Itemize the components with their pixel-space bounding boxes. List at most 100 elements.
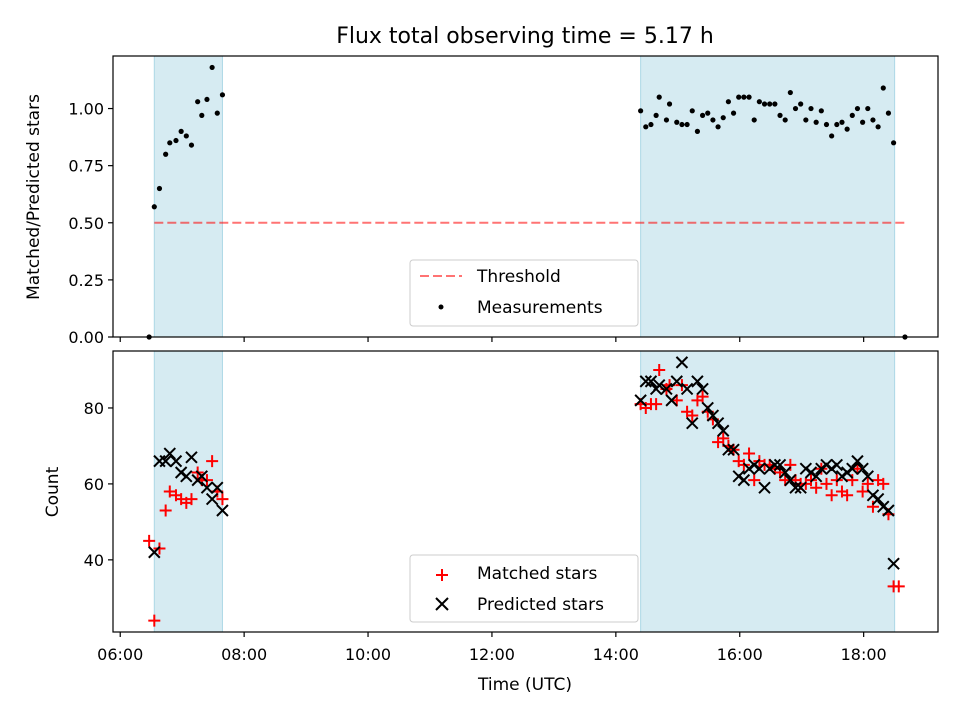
bottom-legend: Matched stars Predicted stars	[409, 554, 639, 623]
top-ytick-label-0: 0.00	[68, 328, 104, 347]
bottom-legend-box	[409, 554, 639, 623]
measurement-point-5	[173, 137, 179, 144]
predicted-star-point-58	[861, 470, 874, 483]
predicted-star-point-14	[634, 394, 647, 407]
predicted-star-point-34	[737, 473, 751, 487]
measurement-point-21	[666, 101, 673, 107]
predicted-star-point-37	[753, 462, 766, 475]
bottom-xtick-label-0: 06:00	[97, 645, 143, 664]
matched-star-point-37	[748, 474, 761, 487]
measurement-point-31	[720, 115, 726, 121]
top-legend-box	[409, 259, 639, 327]
measurement-point-22	[674, 119, 680, 125]
legend-matched-label: Matched stars	[477, 564, 597, 584]
bottom-xtick-label-6: 18:00	[841, 645, 887, 664]
predicted-star-point-23	[680, 382, 694, 396]
matched-star-point-18	[650, 398, 663, 411]
matched-star-point-27	[696, 390, 709, 403]
predicted-star-point-19	[660, 382, 673, 396]
matched-star-point-8	[185, 493, 198, 506]
predicted-star-point-43	[784, 473, 797, 487]
matched-star-point-62	[877, 477, 890, 490]
predicted-star-point-6	[180, 470, 193, 483]
predicted-star-point-24	[686, 416, 699, 430]
predicted-star-point-12	[211, 481, 224, 494]
bottom-xtick-label-5: 16:00	[717, 645, 763, 664]
top-y-axis: 0.00 0.25 0.50 0.75 1.00	[68, 100, 113, 347]
measurement-point-11	[204, 96, 210, 103]
predicted-star-point-30	[717, 424, 730, 437]
predicted-star-point-28	[706, 409, 720, 422]
measurement-point-44	[787, 89, 793, 96]
x-axis-label: Time (UTC)	[477, 675, 572, 695]
measurement-point-19	[656, 94, 662, 100]
measurement-point-23	[679, 121, 685, 128]
predicted-star-point-7	[185, 451, 198, 464]
predicted-star-point-10	[200, 481, 214, 494]
measurement-point-33	[730, 110, 737, 116]
chart-title: Flux total observing time = 5.17 h	[336, 24, 714, 49]
top-axes-frame	[112, 55, 939, 338]
predicted-star-point-38	[758, 481, 771, 494]
predicted-star-point-32	[727, 443, 740, 456]
predicted-star-point-21	[670, 375, 683, 388]
measurement-point-38	[756, 99, 762, 105]
measurement-point-51	[823, 121, 830, 128]
legend-predicted-swatch	[435, 597, 449, 611]
measurement-point-37	[751, 117, 757, 123]
measurement-point-60	[870, 117, 876, 123]
measurement-point-29	[710, 117, 716, 123]
bottom-axes-frame	[112, 350, 939, 633]
measurement-point-7	[183, 133, 189, 139]
measurement-point-62	[880, 85, 886, 91]
measurement-point-14	[219, 92, 226, 98]
matched-star-point-36	[743, 447, 756, 460]
measurement-point-8	[188, 142, 195, 148]
measurement-point-35	[741, 94, 747, 100]
measurement-point-42	[777, 112, 783, 118]
bottom-y-axis: 40 60 80	[84, 399, 113, 570]
bottom-xtick-label-1: 08:00	[221, 645, 267, 664]
top-legend: Threshold Measurements	[409, 259, 639, 327]
measurement-point-58	[860, 119, 866, 125]
predicted-star-point-45	[794, 481, 807, 494]
measurement-point-12	[209, 64, 215, 71]
top-ytick-label-3: 0.75	[68, 157, 104, 176]
measurement-point-10	[199, 112, 205, 118]
measurement-point-48	[808, 105, 814, 112]
measurement-point-9	[195, 99, 201, 105]
predicted-star-point-11	[205, 492, 219, 506]
predicted-star-point-55	[846, 462, 859, 475]
measurement-point-28	[705, 110, 711, 116]
predicted-star-point-22	[675, 356, 689, 369]
bottom-ytick-label-1: 60	[84, 475, 104, 494]
legend-matched-swatch	[436, 569, 448, 581]
predicted-star-point-62	[882, 504, 895, 517]
measurement-point-40	[767, 101, 773, 107]
predicted-star-point-4	[169, 454, 183, 468]
predicted-star-point-13	[216, 504, 229, 517]
measurement-point-36	[746, 94, 752, 100]
bottom-x-axis: 06:00 08:00 10:00 12:00 14:00 16:00 18:00	[97, 632, 887, 664]
predicted-star-point-25	[691, 375, 704, 388]
measurement-point-49	[813, 119, 819, 125]
bottom-y-axis-label: Count	[43, 466, 63, 517]
predicted-star-point-9	[195, 470, 209, 483]
measurement-point-4	[167, 140, 173, 146]
matched-star-point-0	[143, 534, 156, 547]
measurement-point-18	[653, 112, 659, 118]
predicted-star-point-15	[639, 375, 652, 388]
predicted-star-point-18	[653, 378, 666, 392]
measurement-point-39	[761, 101, 768, 107]
matched-star-point-59	[861, 477, 874, 490]
bottom-xtick-label-3: 12:00	[469, 645, 515, 664]
bottom-xtick-label-4: 14:00	[593, 645, 639, 664]
measurement-point-27	[699, 112, 706, 118]
bottom-xtick-label-2: 10:00	[345, 645, 391, 664]
matched-star-point-19	[653, 363, 666, 376]
top-ytick-label-2: 0.50	[68, 214, 104, 233]
matched-star-point-4	[163, 485, 176, 498]
measurement-point-50	[818, 108, 824, 114]
matched-star-point-55	[841, 489, 854, 502]
measurement-point-55	[844, 126, 850, 132]
